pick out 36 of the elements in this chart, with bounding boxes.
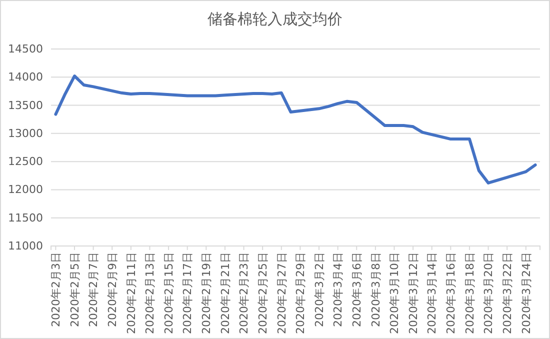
- chart-title: 储备棉轮入成交均价: [208, 10, 342, 28]
- y-tick-label: 13500: [8, 98, 43, 112]
- x-tick-label: 2020年3月22日: [500, 252, 514, 334]
- x-tick-label: 2020年3月18日: [463, 252, 476, 334]
- x-tick-label: 2020年3月8日: [369, 252, 382, 327]
- x-tick-label: 2020年3月4日: [332, 252, 345, 327]
- y-tick-label: 13000: [8, 126, 43, 140]
- y-tick-label: 12500: [8, 155, 43, 168]
- x-tick-label: 2020年2月25日: [256, 252, 270, 334]
- x-tick-label: 2020年3月2日: [312, 252, 326, 327]
- line-series: [54, 74, 537, 184]
- x-tick-label: 2020年3月24日: [520, 252, 533, 334]
- x-tick-label: 2020年2月15日: [162, 252, 176, 334]
- y-tick-label: 12000: [8, 183, 43, 196]
- x-tick-label: 2020年3月14日: [426, 252, 439, 334]
- x-tick-label: 2020年2月9日: [106, 252, 119, 327]
- y-tick-label: 11500: [8, 211, 43, 224]
- x-tick-label: 2020年2月23日: [238, 252, 251, 334]
- x-tick-label: 2020年2月3日: [50, 252, 63, 327]
- x-tick-label: 2020年2月5日: [68, 252, 82, 327]
- y-tick-label: 14500: [8, 42, 43, 56]
- x-tick-label: 2020年2月11日: [124, 252, 138, 334]
- x-tick-label: 2020年2月29日: [294, 252, 308, 334]
- x-tick-label: 2020年2月27日: [275, 252, 288, 334]
- x-tick-label: 2020年2月21日: [218, 252, 232, 334]
- x-tick-label: 2020年3月6日: [350, 252, 364, 327]
- y-tick-label: 11000: [8, 240, 43, 253]
- x-tick-label: 2020年2月7日: [87, 252, 100, 327]
- x-tick-label: 2020年2月13日: [144, 252, 157, 334]
- x-tick-label: 2020年3月10日: [388, 252, 402, 334]
- x-tick-label: 2020年3月12日: [406, 252, 420, 334]
- x-tick-label: 2020年3月20日: [482, 252, 496, 334]
- x-tick-label: 2020年3月16日: [444, 252, 458, 334]
- y-tick-label: 14000: [8, 70, 43, 84]
- x-tick-label: 2020年2月17日: [181, 252, 194, 334]
- x-tick-label: 2020年2月19日: [200, 252, 214, 334]
